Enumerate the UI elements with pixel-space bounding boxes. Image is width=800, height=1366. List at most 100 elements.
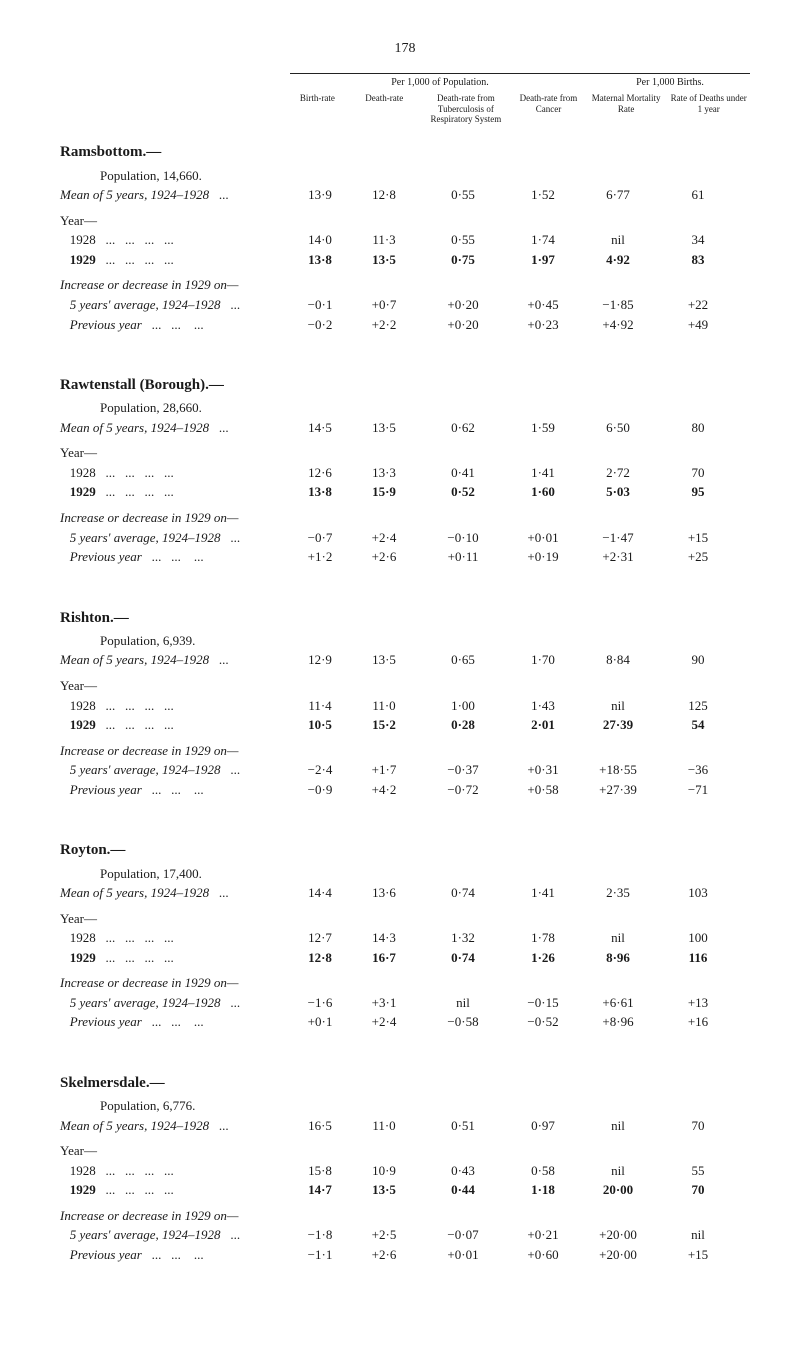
cell: 5·03: [578, 483, 658, 501]
cell: +18·55: [578, 761, 658, 779]
cell: −2·4: [290, 761, 350, 779]
cell: −1·1: [290, 1246, 350, 1264]
col-death-rate: Death-rate: [349, 93, 420, 124]
cell: +13: [658, 994, 738, 1012]
cell: −0·15: [508, 994, 578, 1012]
increase-head: Increase or decrease in 1929 on—: [60, 1207, 750, 1225]
cell: nil: [578, 1162, 658, 1180]
cell: 14·5: [290, 419, 350, 437]
col-maternal: Maternal Mortality Rate: [585, 93, 668, 124]
cell: +2·4: [350, 529, 418, 547]
cell: 13·8: [290, 483, 350, 501]
year-head: Year—: [60, 1142, 750, 1160]
cell: 12·8: [350, 186, 418, 204]
cell: 13·6: [350, 884, 418, 902]
cell: 0·44: [418, 1181, 508, 1199]
section-title: Rawtenstall (Borough).—: [60, 375, 750, 395]
cell: −36: [658, 761, 738, 779]
district-section: Rishton.— Population, 6,939. Mean of 5 y…: [60, 608, 750, 799]
cell: 2·01: [508, 716, 578, 734]
mean-row: Mean of 5 years, 1924–1928 ... 14·413·60…: [60, 884, 750, 902]
cell: 1·74: [508, 231, 578, 249]
year-head: Year—: [60, 677, 750, 695]
row-1929: 1929 ... ... ... ... 13·815·90·521·605·0…: [60, 483, 750, 501]
cell: −0·1: [290, 296, 350, 314]
population-line: Population, 14,660.: [60, 167, 750, 185]
cell: +1·2: [290, 548, 350, 566]
cell: 1·97: [508, 251, 578, 269]
cell: 16·5: [290, 1117, 350, 1135]
cell: +16: [658, 1013, 738, 1031]
cell: 11·3: [350, 231, 418, 249]
cell: nil: [578, 1117, 658, 1135]
cell: 11·4: [290, 697, 350, 715]
cell: 55: [658, 1162, 738, 1180]
year-head: Year—: [60, 910, 750, 928]
cell: nil: [578, 231, 658, 249]
row-1928: 1928 ... ... ... ... 15·810·90·430·58nil…: [60, 1162, 750, 1180]
col-infant: Rate of Deaths under 1 year: [667, 93, 750, 124]
column-group-headers: Per 1,000 of Population. Per 1,000 Birth…: [60, 73, 750, 90]
per-population-label: Per 1,000 of Population.: [290, 73, 590, 90]
cell: −1·8: [290, 1226, 350, 1244]
cell: +2·6: [350, 1246, 418, 1264]
row-1928: 1928 ... ... ... ... 11·411·01·001·43nil…: [60, 697, 750, 715]
cell: +0·11: [418, 548, 508, 566]
cell: 0·52: [418, 483, 508, 501]
cell: 11·0: [350, 1117, 418, 1135]
cell: −0·7: [290, 529, 350, 547]
cell: +4·2: [350, 781, 418, 799]
cell: +4·92: [578, 316, 658, 334]
cell: −1·85: [578, 296, 658, 314]
cell: 10·5: [290, 716, 350, 734]
cell: 13·5: [350, 1181, 418, 1199]
cell: 70: [658, 1117, 738, 1135]
district-section: Royton.— Population, 17,400. Mean of 5 y…: [60, 840, 750, 1031]
row-1929: 1929 ... ... ... ... 13·813·50·751·974·9…: [60, 251, 750, 269]
cell: +0·1: [290, 1013, 350, 1031]
cell: 0·43: [418, 1162, 508, 1180]
cell: +0·23: [508, 316, 578, 334]
cell: 70: [658, 1181, 738, 1199]
cell: 116: [658, 949, 738, 967]
cell: 14·4: [290, 884, 350, 902]
row-1929: 1929 ... ... ... ... 14·713·50·441·1820·…: [60, 1181, 750, 1199]
cell: 0·75: [418, 251, 508, 269]
section-title: Ramsbottom.—: [60, 142, 750, 162]
cell: −0·07: [418, 1226, 508, 1244]
cell: 1·00: [418, 697, 508, 715]
cell: 13·5: [350, 251, 418, 269]
cell: −1·6: [290, 994, 350, 1012]
row-prev-year: Previous year ... ... ... −0·2+2·2+0·20+…: [60, 316, 750, 334]
cell: −0·10: [418, 529, 508, 547]
row-5yr-avg: 5 years' average, 1924–1928 ... −1·6+3·1…: [60, 994, 750, 1012]
cell: +49: [658, 316, 738, 334]
cell: −0·37: [418, 761, 508, 779]
cell: +20·00: [578, 1246, 658, 1264]
cell: 103: [658, 884, 738, 902]
cell: −0·2: [290, 316, 350, 334]
cell: +0·60: [508, 1246, 578, 1264]
cell: 12·6: [290, 464, 350, 482]
cell: 83: [658, 251, 738, 269]
cell: 1·78: [508, 929, 578, 947]
cell: 27·39: [578, 716, 658, 734]
row-1928: 1928 ... ... ... ... 12·714·31·321·78nil…: [60, 929, 750, 947]
cell: 13·8: [290, 251, 350, 269]
cell: 34: [658, 231, 738, 249]
row-prev-year: Previous year ... ... ... −0·9+4·2−0·72+…: [60, 781, 750, 799]
cell: +15: [658, 1246, 738, 1264]
cell: +0·31: [508, 761, 578, 779]
cell: +2·5: [350, 1226, 418, 1244]
per-births-label: Per 1,000 Births.: [590, 73, 750, 90]
cell: 13·3: [350, 464, 418, 482]
cell: 8·96: [578, 949, 658, 967]
cell: −0·72: [418, 781, 508, 799]
cell: −71: [658, 781, 738, 799]
cell: +0·20: [418, 296, 508, 314]
section-title: Royton.—: [60, 840, 750, 860]
cell: +0·21: [508, 1226, 578, 1244]
cell: 0·74: [418, 949, 508, 967]
cell: +2·2: [350, 316, 418, 334]
cell: 14·7: [290, 1181, 350, 1199]
